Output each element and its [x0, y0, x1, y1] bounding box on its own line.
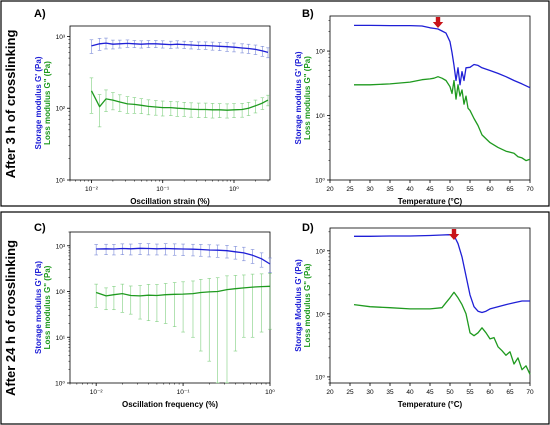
x-tick-label: 20: [326, 389, 334, 396]
x-axis-label: Temperature (°C): [398, 197, 463, 206]
transition-arrow-icon: [448, 229, 460, 240]
x-tick-label: 65: [506, 186, 514, 193]
x-axis-label: Oscillation frequency (%): [122, 400, 218, 409]
y-tick-label: 10¹: [56, 335, 66, 342]
row-label-bottom: After 24 h of crosslinking: [3, 240, 18, 396]
x-tick-label: 10⁻¹: [156, 186, 170, 193]
x-tick-label: 40: [406, 389, 414, 396]
y-axis-label-storage: Storage modulus G' (Pa): [294, 51, 303, 144]
y-axis-label-storage: Storage modulus G' (Pa): [34, 56, 43, 149]
chart-panel-b: 20 25 30 35 40 45 50 55 60 65 70 10⁰ 10¹ 10² Temperatu…: [294, 15, 534, 206]
y-tick-label: 10²: [316, 49, 326, 56]
series-line-loss: [95, 285, 271, 297]
x-tick-label: 65: [506, 389, 514, 396]
x-tick-label: 10⁻¹: [177, 389, 191, 396]
panel-label-c: C): [34, 222, 46, 234]
x-tick-label: 35: [386, 389, 394, 396]
x-tick-label: 10⁻²: [85, 186, 99, 193]
panel-label-a: A): [34, 8, 46, 20]
panel-label-b: B): [302, 8, 314, 20]
transition-arrow-icon: [432, 17, 444, 28]
chart-panel-a: 10⁻² 10⁻¹ 10⁰ 10¹ 10² 10³ Oscillation strain (…: [34, 25, 271, 206]
x-tick-label: 45: [426, 389, 434, 396]
x-tick-label: 50: [446, 186, 454, 193]
series-line-storage: [91, 42, 269, 54]
y-axis-label-loss: Loss modulus G" (Pa): [43, 61, 52, 145]
x-tick-label: 55: [466, 186, 474, 193]
y-tick-label: 10²: [56, 106, 66, 113]
x-tick-label: 60: [486, 186, 494, 193]
plot-area: [69, 231, 271, 384]
x-tick-label: 20: [326, 186, 334, 193]
y-tick-label: 10¹: [316, 113, 326, 120]
y-tick-label: 10¹: [56, 178, 66, 185]
row-frame-bottom: [0, 211, 550, 425]
x-tick-label: 10⁻²: [90, 389, 104, 396]
x-tick-label: 25: [346, 186, 354, 193]
y-tick-label: 10²: [56, 289, 66, 296]
y-tick-label: 10³: [56, 243, 66, 250]
x-tick-label: 25: [346, 389, 354, 396]
y-axis-label-loss: Loss modulus G" (Pa): [43, 265, 52, 349]
plot-area: [69, 25, 271, 181]
x-tick-label: 60: [486, 389, 494, 396]
y-tick-label: 10³: [56, 34, 66, 41]
series-line-storage: [354, 234, 530, 314]
y-axis-label-storage: Storage Modulus G' (Pa): [294, 259, 303, 352]
x-tick-label: 30: [366, 186, 374, 193]
series-line-loss: [353, 291, 531, 375]
series-line-storage: [96, 247, 271, 265]
series-line-loss: [90, 90, 269, 111]
y-tick-label: 10¹: [316, 311, 326, 318]
chart-panel-d: 20 25 30 35 40 45 50 55 60 65 70 10⁰ 10¹ 10² Temperatu…: [294, 227, 534, 409]
y-axis-label-loss: Loss modulus G" (Pa): [303, 56, 312, 140]
x-tick-label: 70: [526, 389, 534, 396]
row-label-top: After 3 h of crosslinking: [3, 30, 18, 179]
x-axis-label: Oscillation strain (%): [130, 197, 210, 206]
plot-area: [329, 15, 531, 181]
x-tick-label: 50: [446, 389, 454, 396]
x-tick-label: 55: [466, 389, 474, 396]
panel-label-d: D): [302, 222, 314, 234]
y-axis-label-storage: Storage modulus G' (Pa): [34, 261, 43, 354]
x-tick-label: 10⁰: [229, 186, 239, 193]
x-tick-label: 10⁰: [265, 389, 275, 396]
series-line-storage: [354, 24, 531, 89]
x-tick-label: 70: [526, 186, 534, 193]
x-tick-label: 30: [366, 389, 374, 396]
x-tick-label: 35: [386, 186, 394, 193]
y-axis-label-loss: Loss modulus G" (Pa): [303, 263, 312, 347]
series-line-loss: [354, 76, 531, 162]
chart-panel-c: 10⁻² 10⁻¹ 10⁰ 10⁰ 10¹ 10² 10³ Oscillation frequ…: [34, 231, 275, 409]
y-tick-label: 10⁰: [315, 374, 325, 381]
y-tick-label: 10²: [316, 248, 326, 255]
row-frame-top: [0, 0, 550, 207]
x-tick-label: 45: [426, 186, 434, 193]
y-tick-label: 10⁰: [55, 381, 65, 388]
x-axis-label: Temperature (°C): [398, 400, 463, 409]
x-tick-label: 40: [406, 186, 414, 193]
y-tick-label: 10⁰: [315, 178, 325, 185]
